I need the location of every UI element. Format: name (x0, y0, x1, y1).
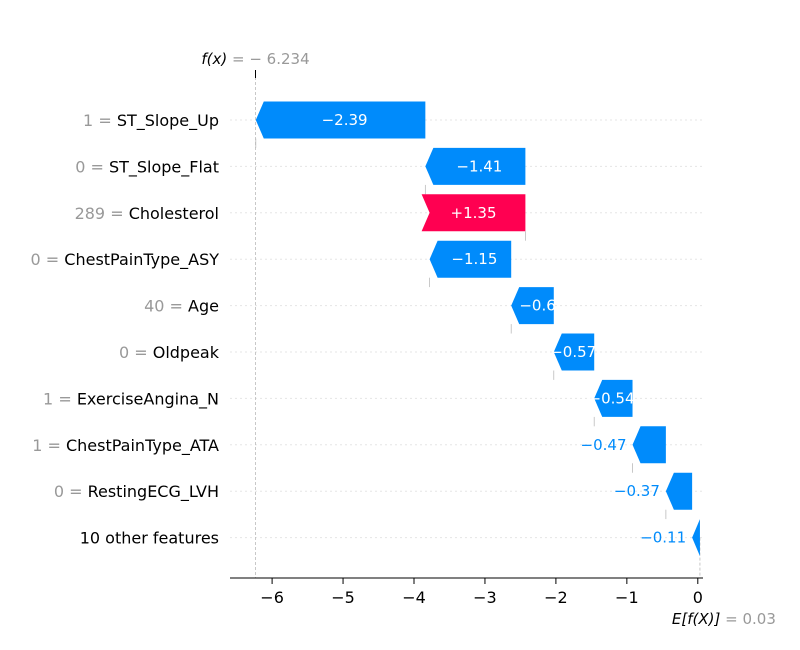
feature-label: 1 = ExerciseAngina_N (43, 389, 219, 409)
bar-value-label: −0.37 (614, 482, 660, 500)
feature-label: 1 = ST_Slope_Up (83, 111, 219, 131)
feature-name: Oldpeak (153, 343, 220, 362)
feature-value: 289 = (75, 204, 129, 223)
feature-value: 0 = (54, 482, 88, 501)
bar-10-other-features (692, 519, 700, 557)
expected-label: E[f(X)] (672, 610, 725, 628)
expected-annotation: E[f(X)] = 0.03 (672, 610, 776, 628)
feature-name: ST_Slope_Up (117, 111, 219, 131)
x-tick-label: −1 (615, 588, 639, 607)
feature-value: 40 = (144, 297, 188, 316)
bar-chestpaintype-ata (632, 426, 666, 464)
x-tick-label: −5 (331, 588, 355, 607)
feature-name: ST_Slope_Flat (109, 157, 219, 177)
x-tick-label: −3 (473, 588, 497, 607)
expected-value: = 0.03 (725, 610, 776, 628)
feature-name: Cholesterol (129, 204, 219, 223)
feature-value: 0 = (31, 250, 65, 269)
bar-age (511, 287, 554, 325)
bar-restingecg-lvh (665, 472, 693, 510)
feature-label: 1 = ChestPainType_ATA (32, 436, 219, 456)
bar-st-slope-up (255, 101, 426, 139)
bars: −2.39 −1.41 +1.35 −1.15 −0.6 −0.57 −0.54 −0.47 −… (255, 101, 700, 557)
bar-value-label: −0.57 (550, 343, 596, 361)
bar-value-label: −1.41 (456, 157, 502, 175)
bar-oldpeak (553, 333, 595, 371)
feature-label: 0 = ChestPainType_ASY (31, 250, 220, 270)
feature-value: 1 = (83, 111, 117, 130)
feature-name: Age (188, 297, 219, 316)
x-tick-label: −6 (260, 588, 284, 607)
x-tick-label: −2 (544, 588, 568, 607)
fx-label: f(x) (201, 50, 232, 68)
feature-name: RestingECG_LVH (88, 482, 219, 502)
feature-label: 10 other features (80, 529, 219, 548)
bar-chestpaintype-asy (429, 240, 512, 278)
feature-label: 0 = ST_Slope_Flat (75, 157, 219, 177)
bar-cholesterol (421, 194, 526, 232)
feature-name: ChestPainType_ASY (64, 250, 219, 270)
bar-value-label: −0.47 (581, 436, 627, 454)
feature-labels: 1 = ST_Slope_Up 0 = ST_Slope_Flat 289 = Ch… (31, 111, 220, 548)
bar-value-label: −2.39 (322, 111, 368, 129)
fx-value: = − 6.234 (232, 50, 310, 68)
feature-label: 40 = Age (144, 297, 219, 316)
bar-value-label: −0.54 (589, 389, 635, 407)
feature-value: 1 = (43, 389, 77, 408)
feature-label: 0 = RestingECG_LVH (54, 482, 219, 502)
feature-name: ChestPainType_ATA (66, 436, 219, 456)
feature-name: 10 other features (80, 529, 219, 548)
bar-exerciseangina-n (594, 379, 633, 417)
feature-value: 1 = (32, 436, 66, 455)
feature-label: 289 = Cholesterol (75, 204, 219, 223)
bar-st-slope-flat (425, 147, 526, 185)
bar-value-label: −0.11 (640, 529, 686, 547)
x-tick-label: 0 (693, 588, 703, 607)
feature-value: 0 = (75, 157, 109, 176)
feature-label: 0 = Oldpeak (119, 343, 220, 362)
bar-value-label: −0.6 (519, 297, 555, 315)
feature-name: ExerciseAngina_N (77, 389, 219, 409)
annotations: f(x) = − 6.234 E[f(X)] = 0.03 (201, 50, 776, 628)
feature-value: 0 = (119, 343, 153, 362)
bar-value-label: −1.15 (451, 250, 497, 268)
x-axis: −6 −5 −4 −3 −2 −1 0 (230, 577, 703, 607)
x-tick-label: −4 (402, 588, 426, 607)
fx-annotation: f(x) = − 6.234 (201, 50, 309, 68)
bar-value-label: +1.35 (451, 204, 497, 222)
